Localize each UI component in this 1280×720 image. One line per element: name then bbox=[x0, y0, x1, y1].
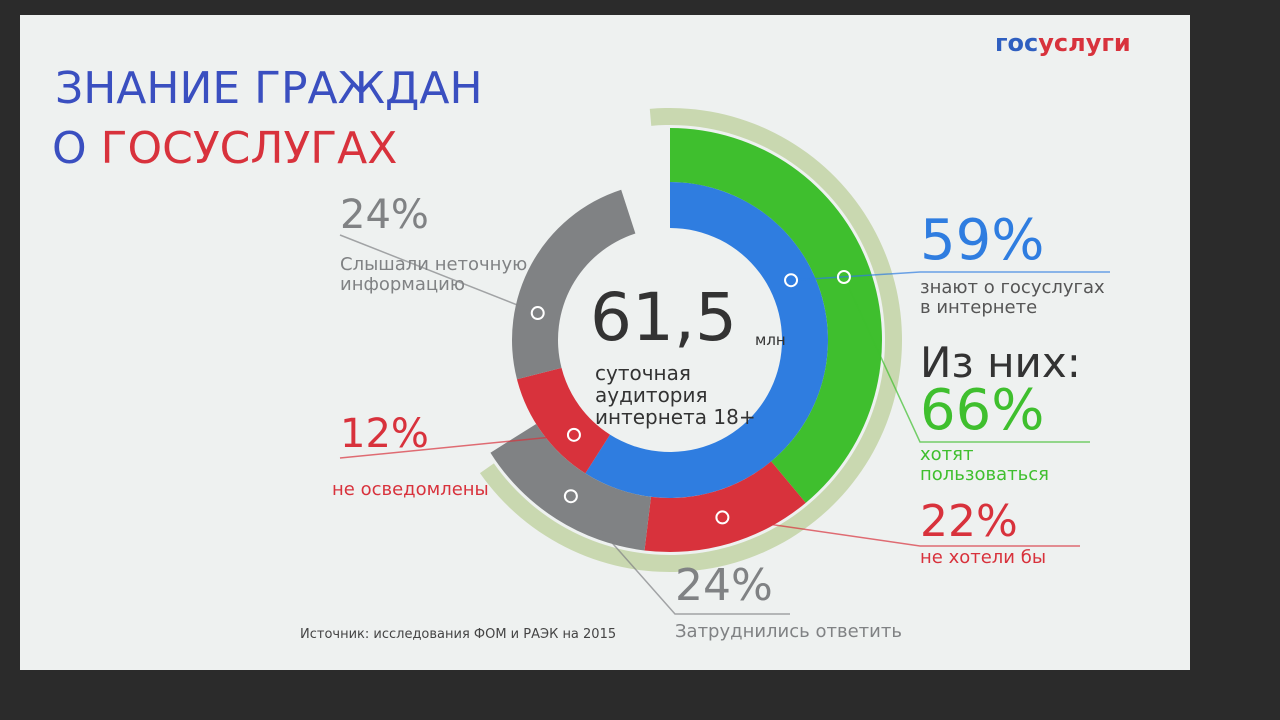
source: Источник: исследования ФОМ и РАЭК на 201… bbox=[300, 627, 617, 642]
leader-line bbox=[339, 434, 575, 459]
center-unit: млн bbox=[755, 331, 786, 349]
leader-line bbox=[790, 271, 1110, 281]
value-label: 66% bbox=[920, 378, 1045, 443]
caption: Слышали неточную информацию bbox=[340, 254, 528, 295]
value-label: 12% bbox=[340, 411, 429, 457]
leader-line bbox=[570, 495, 790, 615]
brand: госуслуги bbox=[995, 30, 1131, 56]
inner-segment bbox=[585, 182, 829, 499]
outer-segment bbox=[644, 461, 806, 552]
inner-segment bbox=[512, 189, 636, 380]
marker bbox=[784, 273, 799, 288]
value-label: 59% bbox=[920, 208, 1045, 273]
marker bbox=[836, 270, 851, 285]
subtitle: Из них: bbox=[920, 338, 1081, 387]
brand-part: услуги bbox=[1038, 29, 1131, 57]
center-caption: суточная аудитория интернета 18+ bbox=[595, 361, 756, 429]
value-label: 24% bbox=[675, 560, 773, 611]
caption: Затруднились ответить bbox=[675, 621, 902, 642]
center-value: 61,5 bbox=[590, 279, 737, 356]
brand-part: гос bbox=[995, 29, 1039, 57]
leader-line bbox=[339, 234, 538, 314]
leader-line bbox=[722, 516, 1080, 547]
outer-segment bbox=[670, 128, 882, 503]
caption: хотят пользоваться bbox=[920, 444, 1049, 485]
marker bbox=[715, 510, 730, 525]
caption: не осведомлены bbox=[332, 479, 489, 500]
title: О ГОСУСЛУГАХ bbox=[52, 123, 398, 174]
value-label: 24% bbox=[340, 192, 429, 238]
outer-segment bbox=[490, 423, 651, 551]
marker bbox=[563, 489, 578, 504]
title: ЗНАНИЕ ГРАЖДАН bbox=[55, 63, 483, 114]
marker bbox=[530, 306, 545, 321]
inner-segment bbox=[516, 367, 610, 474]
title-part: ГОСУСЛУГАХ bbox=[100, 123, 398, 174]
caption: знают о госуслугах в интернете bbox=[920, 277, 1105, 318]
marker bbox=[566, 427, 581, 442]
title-part: О bbox=[52, 123, 87, 174]
caption: не хотели бы bbox=[920, 547, 1047, 568]
value-label: 22% bbox=[920, 496, 1018, 547]
leader-line bbox=[843, 276, 1090, 443]
